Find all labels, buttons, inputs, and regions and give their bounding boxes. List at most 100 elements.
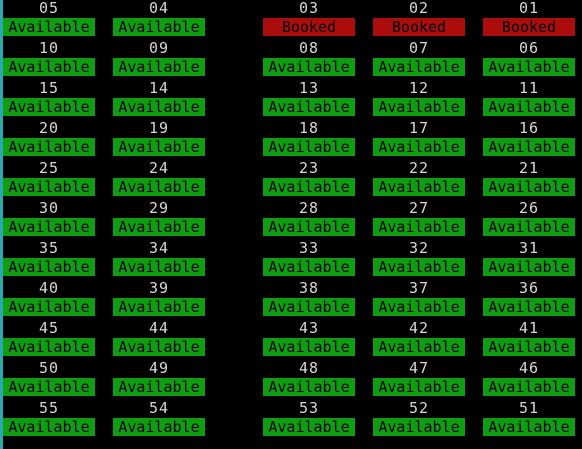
terminal-cursor-bar [0,0,3,449]
seat-status-available: Available [483,218,575,236]
seat-number: 28 [298,199,320,217]
seat-cell: 28 Available [263,199,355,239]
seat-number: 29 [148,199,170,217]
seat-status-available: Available [3,298,95,316]
seat-status-available: Available [263,378,355,396]
seat-status-available: Available [263,298,355,316]
seat-number: 15 [38,79,60,97]
seat-status-available: Available [483,98,575,116]
seat-cell: 18 Available [263,119,355,159]
seat-cell: 49 Available [113,359,205,399]
seat-number: 51 [518,399,540,417]
seat-status-available: Available [263,178,355,196]
seat-number: 54 [148,399,170,417]
seat-status-available: Available [3,218,95,236]
seat-cell: 32 Available [373,239,465,279]
seat-cell: 47 Available [373,359,465,399]
seat-cell: 44 Available [113,319,205,359]
seat-cell: 48 Available [263,359,355,399]
seat-number: 32 [408,239,430,257]
seat-cell: 13 Available [263,79,355,119]
seat-number: 43 [298,319,320,337]
seat-status-available: Available [113,18,205,36]
seat-number: 38 [298,279,320,297]
seat-number: 30 [38,199,60,217]
seat-status-available: Available [113,58,205,76]
seat-status-available: Available [263,138,355,156]
seat-cell: 01 Booked [483,0,575,39]
seat-number: 46 [518,359,540,377]
seat-cell: 10 Available [3,39,95,79]
seat-number: 34 [148,239,170,257]
seat-status-available: Available [3,258,95,276]
seat-cell: 39 Available [113,279,205,319]
seat-cell: 46 Available [483,359,575,399]
seat-status-available: Available [113,338,205,356]
seat-cell: 54 Available [113,399,205,439]
seat-cell: 03 Booked [263,0,355,39]
seat-status-available: Available [373,138,465,156]
seat-number: 11 [518,79,540,97]
seat-status-available: Available [3,338,95,356]
seat-number: 26 [518,199,540,217]
seat-number: 31 [518,239,540,257]
seat-status-available: Available [373,218,465,236]
seat-status-available: Available [3,98,95,116]
seat-cell: 21 Available [483,159,575,199]
seat-cell: 05 Available [3,0,95,39]
seat-status-available: Available [3,418,95,436]
seat-number: 09 [148,39,170,57]
seat-status-available: Available [373,258,465,276]
seat-status-available: Available [483,378,575,396]
seat-number: 25 [38,159,60,177]
seat-cell: 12 Available [373,79,465,119]
seat-cell: 23 Available [263,159,355,199]
seat-status-available: Available [483,138,575,156]
seat-cell: 33 Available [263,239,355,279]
seat-status-available: Available [3,18,95,36]
seat-cell: 16 Available [483,119,575,159]
seat-cell: 25 Available [3,159,95,199]
seat-number: 05 [38,0,60,17]
seat-cell: 50 Available [3,359,95,399]
seat-status-available: Available [113,98,205,116]
seat-cell: 55 Available [3,399,95,439]
seat-number: 06 [518,39,540,57]
seat-cell: 51 Available [483,399,575,439]
seat-status-available: Available [263,338,355,356]
seat-number: 40 [38,279,60,297]
seat-cell: 38 Available [263,279,355,319]
seat-status-available: Available [373,418,465,436]
seat-status-available: Available [483,178,575,196]
seat-number: 55 [38,399,60,417]
seat-number: 04 [148,0,170,17]
seat-number: 17 [408,119,430,137]
seat-number: 10 [38,39,60,57]
seat-number: 16 [518,119,540,137]
seat-cell: 14 Available [113,79,205,119]
seat-cell: 09 Available [113,39,205,79]
seat-cell: 24 Available [113,159,205,199]
seat-status-available: Available [263,218,355,236]
seat-status-booked: Booked [263,18,355,36]
seat-status-available: Available [113,378,205,396]
seat-cell: 31 Available [483,239,575,279]
seat-number: 03 [298,0,320,17]
seat-cell: 02 Booked [373,0,465,39]
seat-cell: 20 Available [3,119,95,159]
seat-number: 52 [408,399,430,417]
seat-number: 23 [298,159,320,177]
seat-status-available: Available [113,178,205,196]
seat-cell: 37 Available [373,279,465,319]
seat-cell: 26 Available [483,199,575,239]
seat-cell: 06 Available [483,39,575,79]
seat-number: 14 [148,79,170,97]
seat-number: 41 [518,319,540,337]
seat-status-available: Available [3,178,95,196]
seat-number: 50 [38,359,60,377]
seat-cell: 15 Available [3,79,95,119]
seat-status-available: Available [3,138,95,156]
seat-cell: 35 Available [3,239,95,279]
seat-status-available: Available [373,338,465,356]
seat-cell: 19 Available [113,119,205,159]
